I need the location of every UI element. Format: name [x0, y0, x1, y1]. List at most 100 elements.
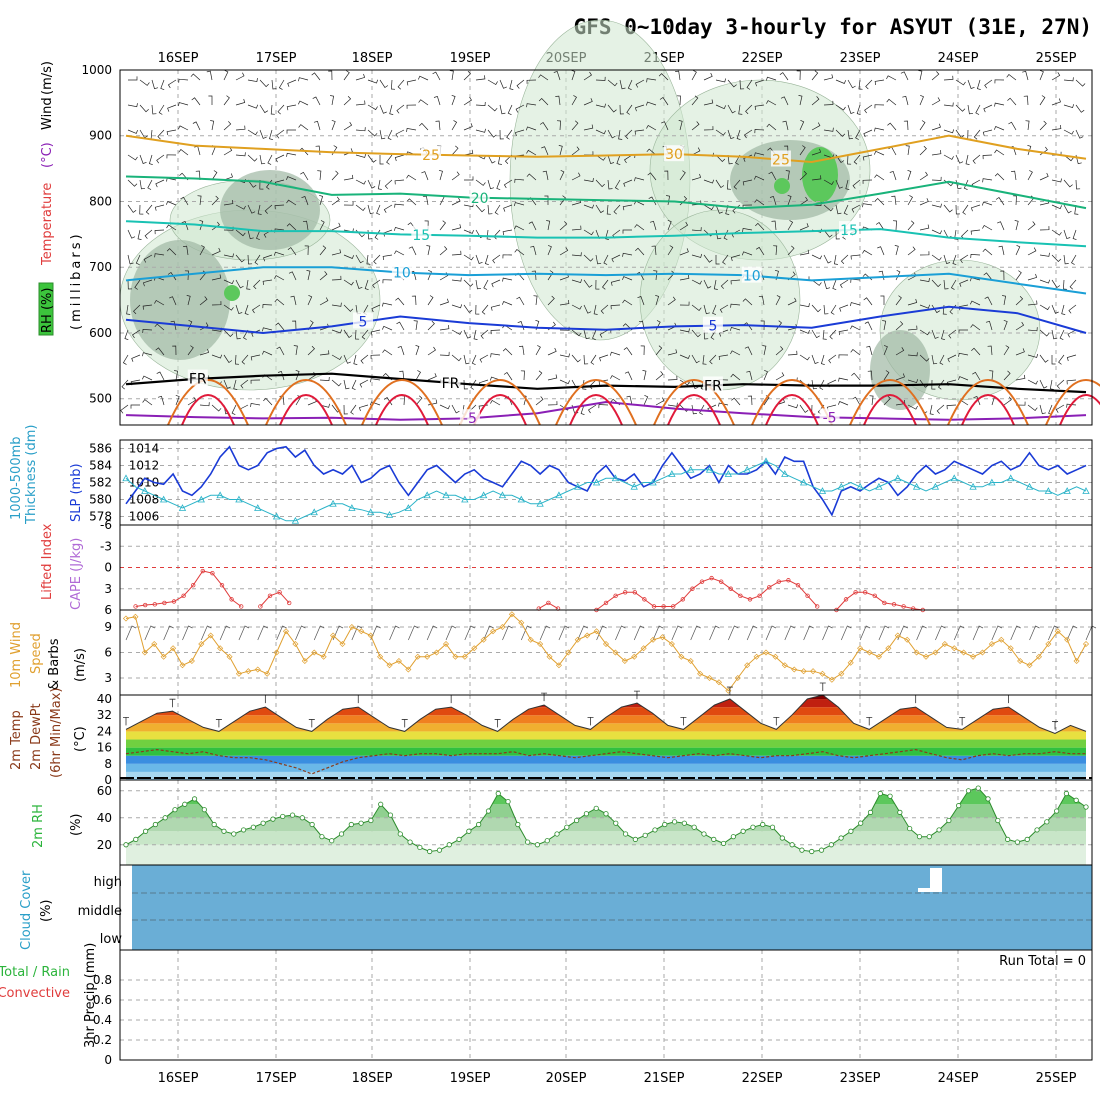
thickness-marker: [348, 504, 356, 511]
slp-label: SLP (mb): [69, 463, 84, 522]
wind10m-barb: [219, 625, 231, 641]
wind-barb: [1051, 72, 1061, 81]
wind-barb: [373, 254, 381, 265]
wind10m-speed-point: [951, 645, 958, 652]
wind-barb: [851, 204, 861, 213]
wind-barb: [730, 373, 741, 381]
wind-barb: [850, 325, 861, 331]
wind-barb: [317, 170, 322, 181]
wind-barb: [172, 345, 177, 356]
cloud-cover-label: Cloud Cover: [19, 870, 34, 950]
wind-barb: [558, 145, 563, 156]
thickness-marker: [1025, 482, 1034, 490]
temp-band: [126, 739, 1086, 748]
wind-barb: [919, 251, 930, 256]
rh-point: [162, 815, 168, 821]
wind-barb: [178, 149, 189, 156]
temp-tick-label: 32: [97, 708, 112, 722]
slp-tick-label: 1012: [129, 459, 160, 473]
wind10m-speed-point: [1073, 657, 1080, 665]
wind-barb: [475, 101, 486, 106]
wind10m-speed-point: [697, 670, 704, 677]
wind-barb: [531, 270, 537, 281]
lifted-index-point: [680, 597, 685, 602]
wind-barb: [839, 279, 849, 289]
wind-barb: [259, 179, 264, 190]
wind-barb: [223, 95, 230, 106]
wind-barb: [502, 277, 513, 282]
wind-barb: [655, 294, 660, 306]
wind10m-speed-point: [819, 670, 826, 677]
lifted-index-line: [260, 591, 290, 607]
wind-barb: [635, 79, 645, 88]
wind10m-speed-point: [894, 632, 901, 639]
wind-barb: [463, 123, 473, 131]
contour-label: 25: [772, 153, 790, 169]
thickness-marker: [668, 470, 676, 477]
lifted-index-point: [229, 597, 234, 602]
wind10m-speed-point: [857, 645, 864, 652]
precip-tick-label: 0.4: [93, 1013, 112, 1027]
wind-barb: [480, 329, 489, 339]
wind-barb: [298, 77, 309, 82]
wind-barb: [487, 129, 497, 138]
rh-point: [358, 820, 364, 826]
wind-barb: [134, 279, 141, 290]
thickness-marker: [1082, 487, 1090, 494]
wind-barb: [982, 225, 993, 231]
wind-barb: [787, 350, 798, 356]
slp-tick-label: 1010: [129, 476, 160, 490]
bottom-date-label: 16SEP: [158, 1071, 199, 1086]
rh-point: [789, 842, 795, 848]
wind-barb: [720, 279, 729, 289]
wind-barb: [371, 304, 381, 313]
wind-barb: [931, 379, 936, 390]
surface-isotherm: [555, 379, 637, 426]
wind-barb: [506, 129, 513, 140]
wind-barb: [958, 376, 969, 381]
thickness-marker: [649, 478, 657, 486]
wind-barb: [883, 345, 888, 356]
wind-barb: [211, 404, 222, 412]
wind-barb: [1015, 244, 1021, 256]
wind-barb: [208, 95, 213, 105]
rh-point: [231, 831, 237, 837]
wind-barb: [223, 379, 231, 389]
wind-barb: [768, 171, 777, 181]
wind10m-speed-point: [988, 640, 995, 648]
wind-barb: [847, 129, 853, 140]
wind-barb: [1075, 129, 1084, 139]
wind-barb: [493, 229, 501, 240]
wind-barb: [1014, 220, 1019, 231]
wind-barb: [678, 120, 683, 131]
rh-point: [848, 828, 854, 834]
rh-point: [642, 832, 648, 838]
top-date-label: 25SEP: [1036, 51, 1077, 66]
wind-barb: [754, 199, 765, 206]
wind-barb: [780, 96, 789, 106]
wind-barb: [178, 125, 189, 131]
wind10m-speed-point: [442, 640, 450, 648]
wind-barb: [451, 171, 460, 181]
rh-point: [221, 828, 227, 834]
wind10m-barb: [276, 625, 287, 641]
wind-barb: [547, 245, 552, 256]
wind10m-barb: [445, 625, 457, 641]
wind-barb: [481, 304, 489, 315]
wind-barb: [1027, 170, 1033, 181]
wind-barb: [382, 254, 393, 261]
wind-barb: [369, 401, 381, 406]
wind-barb: [835, 129, 846, 137]
wind-barb: [350, 404, 357, 415]
wind-barb: [865, 79, 873, 90]
wind-barb: [889, 170, 897, 181]
wind-barb: [247, 129, 258, 136]
wind-barb: [997, 221, 1005, 231]
wind-barb: [943, 75, 954, 81]
rh-point: [838, 835, 844, 841]
wind-barb: [599, 354, 609, 362]
wind-barb: [274, 298, 285, 306]
wind-barb: [919, 329, 930, 336]
wind-barb: [655, 371, 664, 381]
wind-barb: [598, 379, 609, 385]
